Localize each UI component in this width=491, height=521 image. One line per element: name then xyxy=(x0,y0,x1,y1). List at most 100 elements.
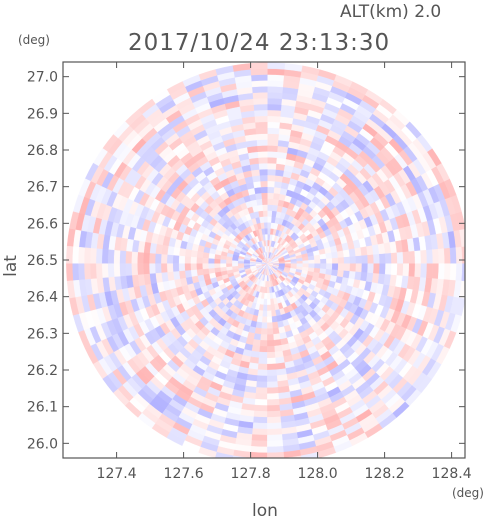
radar-bin xyxy=(148,253,156,264)
radar-bin xyxy=(337,256,345,264)
radar-bin xyxy=(267,416,282,424)
radar-bin xyxy=(267,216,272,223)
radar-bin xyxy=(208,258,215,264)
radar-bin xyxy=(326,263,333,270)
radar-bin xyxy=(267,351,276,359)
radar-bin xyxy=(267,139,279,147)
radar-bin xyxy=(284,263,292,266)
radar-bin xyxy=(66,245,74,264)
radar-bin xyxy=(154,253,162,264)
radar-bin xyxy=(267,121,280,129)
radar-bin xyxy=(252,339,261,347)
radar-bin xyxy=(267,162,277,170)
radar-bin xyxy=(267,186,275,194)
radar-bin xyxy=(459,280,465,299)
radar-bin xyxy=(101,249,109,264)
radar-bin xyxy=(267,210,273,217)
radar-bin xyxy=(373,263,380,274)
radar-bin xyxy=(267,440,284,448)
radar-bin xyxy=(256,315,263,323)
radar-bin xyxy=(250,68,268,76)
radar-bin xyxy=(137,252,144,264)
altitude-label: ALT(km) 2.0 xyxy=(340,2,441,22)
radar-bin xyxy=(272,192,280,200)
radar-bin xyxy=(119,263,127,277)
x-tick-label: 127.6 xyxy=(164,466,204,482)
radar-bin xyxy=(302,263,309,268)
radar-bin xyxy=(256,145,268,152)
radar-bin xyxy=(267,192,274,200)
radar-bin xyxy=(89,247,97,264)
radar-bin xyxy=(355,263,363,273)
x-axis-title: lon xyxy=(252,501,278,521)
radar-bin xyxy=(251,80,268,88)
radar-bin xyxy=(148,263,156,275)
radar-bin xyxy=(137,263,144,276)
radar-bin xyxy=(259,174,268,182)
x-axis-ticks: 127.4 127.6 127.8 128.0 128.2 128.4 xyxy=(97,62,472,482)
radar-bin xyxy=(267,375,278,383)
y-tick-label: 26.6 xyxy=(27,216,58,232)
radar-bin xyxy=(267,62,286,70)
radar-bin xyxy=(367,263,374,274)
radar-bin xyxy=(131,263,139,276)
radar-bin xyxy=(379,253,386,264)
radar-bin xyxy=(267,227,271,235)
radar-bin xyxy=(255,133,268,141)
y-tick-label: 26.4 xyxy=(27,290,58,306)
radar-bin xyxy=(267,103,282,111)
radar-bin xyxy=(260,192,268,200)
radar-bin xyxy=(432,248,439,264)
radar-bin xyxy=(267,428,283,436)
y-tick-label: 27.0 xyxy=(27,70,58,86)
radar-bin xyxy=(355,255,363,264)
radar-bin xyxy=(267,393,280,400)
radar-bin xyxy=(390,252,398,264)
radar-bin xyxy=(426,263,434,279)
radar-bin xyxy=(270,216,276,224)
radar-bin xyxy=(267,233,271,241)
radar-bin xyxy=(125,251,133,264)
radar-bin xyxy=(250,457,253,458)
radar-bin xyxy=(208,263,215,270)
radar-bin xyxy=(166,263,174,273)
radar-bin xyxy=(261,316,268,323)
radar-bin xyxy=(95,248,103,264)
radar-bin xyxy=(336,269,345,278)
radar-bin xyxy=(267,145,278,152)
x-tick-label: 128.4 xyxy=(432,466,472,482)
radar-bin xyxy=(160,254,168,264)
radar-bin xyxy=(271,204,278,212)
radar-bin xyxy=(263,298,268,306)
radar-bin xyxy=(263,304,268,312)
radar-bin xyxy=(455,297,465,316)
radar-bin xyxy=(231,260,239,264)
radar-bin xyxy=(72,246,80,264)
radar-bin xyxy=(267,340,275,347)
radar-bin xyxy=(348,248,356,257)
y-tick-label: 26.3 xyxy=(27,326,58,342)
radar-bin xyxy=(267,381,279,389)
radar-bin xyxy=(259,180,268,188)
radar-bin xyxy=(166,254,174,264)
radar-bin xyxy=(258,162,268,170)
radar-bin xyxy=(281,457,285,458)
radar-bin xyxy=(215,451,234,458)
radar-bin xyxy=(253,410,268,418)
radar-bin xyxy=(190,263,197,271)
radar-bin xyxy=(249,62,268,70)
radar-bin xyxy=(314,258,321,264)
radar-bin xyxy=(259,340,268,347)
radar-bin xyxy=(131,251,139,264)
radar-bin xyxy=(273,333,281,341)
radar-bin xyxy=(267,86,284,94)
radar-bin xyxy=(265,281,268,288)
y-tick-label: 26.2 xyxy=(27,363,58,379)
radar-bin xyxy=(349,255,357,264)
radar-bin xyxy=(320,258,327,264)
radar-bin xyxy=(267,168,276,176)
radar-bin xyxy=(172,255,180,264)
radar-bin xyxy=(219,259,227,264)
radar-bin xyxy=(113,263,121,278)
radar-bin xyxy=(252,422,268,430)
